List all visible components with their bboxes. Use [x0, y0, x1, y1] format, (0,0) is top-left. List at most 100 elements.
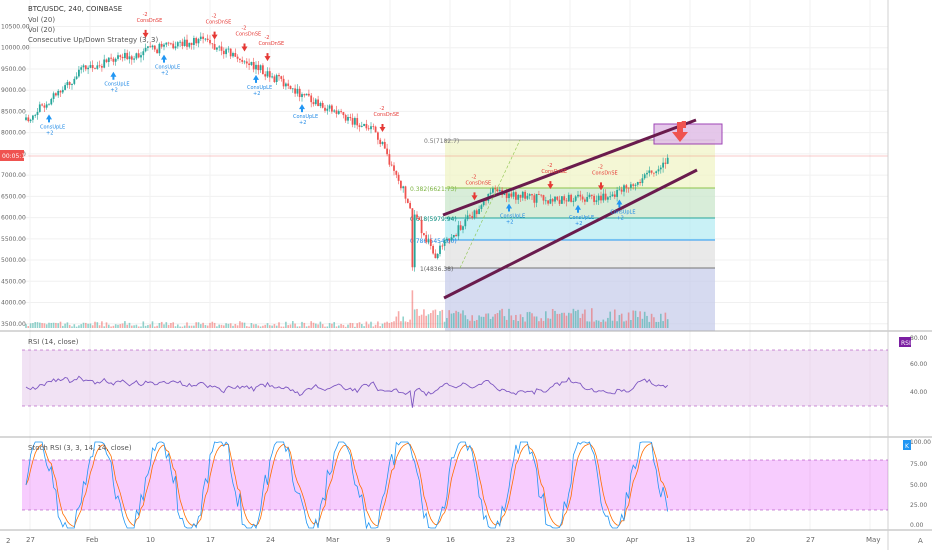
price-tick: 4500.00: [1, 278, 26, 285]
candle-body: [432, 245, 434, 254]
legend-symbol[interactable]: BTC/USDC, 240, COINBASE: [28, 5, 122, 13]
candle-body: [512, 192, 515, 197]
price-axis[interactable]: 10500.00 10000.00 9500.00 9000.00 8500.00 800…: [1, 23, 30, 327]
signal-sub: -2: [547, 163, 552, 169]
trend-lower-line[interactable]: [443, 168, 698, 300]
stoch-axis[interactable]: 100.00 75.00 50.00 25.00 0.00 K: [903, 439, 931, 529]
candle-body: [634, 184, 637, 186]
candle-body: [542, 195, 545, 201]
volume-bar: [333, 322, 335, 328]
candle-body: [239, 58, 241, 60]
rsi-axis[interactable]: 80.00 60.00 40.00 RSI: [899, 335, 927, 396]
candle-body: [439, 245, 441, 254]
volume-bar: [370, 321, 372, 328]
time-axis-corner-right[interactable]: A: [918, 537, 923, 545]
svg-text:RSI: RSI: [901, 340, 911, 347]
volume-bar: [303, 322, 306, 328]
volume-bar: [27, 326, 30, 328]
volume-bar: [227, 323, 230, 328]
signal-sub: +2: [161, 71, 168, 77]
candle-body: [319, 102, 322, 107]
trend-upper-line[interactable]: [442, 118, 697, 217]
volume-bar: [45, 324, 48, 328]
volume-bar: [273, 324, 276, 328]
time-axis-corner-left[interactable]: 2: [6, 537, 10, 545]
candle-body: [664, 162, 667, 164]
candle-body: [551, 199, 554, 202]
svg-text:K: K: [905, 443, 910, 450]
price-tick: 4000.00: [1, 300, 26, 307]
volume-bar: [358, 322, 361, 328]
volume-bar: [255, 324, 257, 328]
volume-bar: [365, 321, 368, 328]
legend-vol-1[interactable]: Vol (20): [28, 16, 55, 24]
candle-body: [170, 43, 172, 45]
candle-body: [55, 93, 57, 96]
volume-bar: [305, 326, 308, 328]
volume-bar: [133, 325, 135, 328]
volume-bar: [200, 324, 202, 328]
candle-body: [291, 88, 294, 90]
rsi-tick-60: 60.00: [910, 361, 927, 368]
volume-bar: [519, 314, 522, 328]
volume-bar: [556, 313, 559, 328]
volume-bar: [526, 312, 529, 328]
candle-body: [540, 194, 543, 196]
volume-bar: [395, 316, 398, 328]
fib-zone-0.786: [445, 240, 715, 268]
legend-vol-2[interactable]: Vol (20): [28, 26, 55, 34]
arrow-up-icon: [616, 199, 623, 208]
candle-body: [38, 104, 41, 112]
candle-body: [266, 71, 269, 77]
candle-body: [641, 178, 644, 184]
volume-bar: [241, 322, 243, 328]
candle-body: [344, 115, 347, 121]
volume-bar: [416, 308, 418, 328]
target-box[interactable]: [653, 123, 723, 145]
arrow-down-icon: [211, 31, 218, 40]
legend[interactable]: BTC/USDC, 240, COINBASE Vol (20) Vol (20…: [28, 5, 159, 44]
arrow-up-icon: [299, 104, 305, 113]
volume-bar: [62, 325, 64, 328]
candle-body: [126, 52, 129, 60]
rsi-tick-80: 80.00: [910, 335, 927, 342]
fib-retracement[interactable]: 0.5(7182.7) 0.382(6621.73) 0.618(5979.94…: [410, 138, 715, 331]
volume-bar: [508, 308, 510, 328]
volume-bar: [271, 325, 273, 328]
candle-body: [333, 110, 336, 112]
candle-body: [411, 208, 414, 268]
candle-body: [434, 253, 437, 259]
candle-body: [314, 99, 317, 105]
volume-bar: [172, 322, 174, 328]
volume-bar: [496, 313, 499, 328]
candle-body: [372, 126, 375, 128]
volume-bar: [131, 325, 133, 328]
volume-bar: [466, 319, 469, 328]
candle-body: [381, 141, 384, 145]
volume-bar: [335, 326, 338, 328]
volume-bar: [409, 319, 411, 328]
legend-strategy[interactable]: Consecutive Up/Down Strategy (3, 3): [28, 36, 159, 44]
candle-body: [388, 154, 391, 165]
volume-bar: [243, 322, 246, 328]
candle-body: [91, 65, 94, 69]
volume-bar: [657, 321, 660, 328]
candle-body: [114, 58, 117, 62]
candle-body: [597, 195, 600, 201]
time-tick: 9: [386, 536, 390, 544]
volume-bar: [105, 322, 108, 328]
candle-body: [593, 195, 595, 202]
volume-bar: [662, 321, 664, 328]
volume-bar: [563, 312, 565, 328]
volume-bar: [388, 322, 391, 328]
volume-bar: [574, 311, 577, 328]
volume-bar: [101, 321, 103, 328]
volume-bar: [473, 320, 476, 328]
time-axis[interactable]: 27 Feb 10 17 24 Mar 9 16 23 30 Apr 13 20 27 May: [26, 536, 880, 544]
time-tick: Mar: [326, 536, 339, 544]
volume-bar: [420, 314, 423, 328]
candle-body: [655, 171, 658, 174]
volume-bar: [142, 321, 145, 328]
